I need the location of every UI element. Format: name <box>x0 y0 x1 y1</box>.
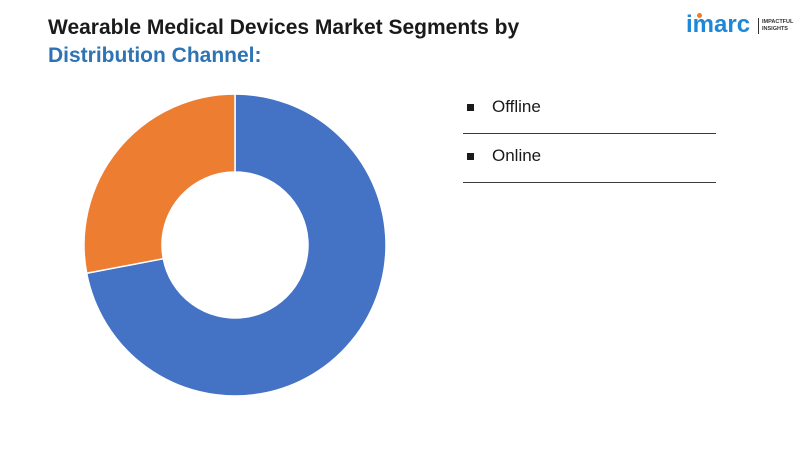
legend-bullet-icon <box>467 153 474 160</box>
donut-slice-offline <box>85 93 387 397</box>
legend: Offline Online <box>463 85 716 183</box>
logo-divider <box>758 18 759 34</box>
logo-tagline-line-1: IMPACTFUL <box>762 19 794 25</box>
logo-dot-icon <box>697 13 702 18</box>
title-line-1: Wearable Medical Devices Market Segments… <box>48 16 520 39</box>
legend-bullet-icon <box>467 104 474 111</box>
donut-chart <box>83 93 387 397</box>
imarc-logo: imarc IMPACTFUL INSIGHTS <box>686 10 793 40</box>
legend-label-online: Online <box>492 146 542 165</box>
title-line-2: Distribution Channel: <box>48 44 262 67</box>
chart-title: Wearable Medical Devices Market Segments… <box>48 14 519 70</box>
logo-tagline: IMPACTFUL INSIGHTS <box>762 19 793 33</box>
logo-tagline-line-2: INSIGHTS <box>762 26 788 32</box>
legend-label-offline: Offline <box>492 97 541 116</box>
legend-item-online: Online <box>463 134 716 183</box>
donut-slice-online <box>83 93 236 275</box>
legend-item-offline: Offline <box>463 85 716 134</box>
logo-wordmark: imarc <box>686 11 751 38</box>
